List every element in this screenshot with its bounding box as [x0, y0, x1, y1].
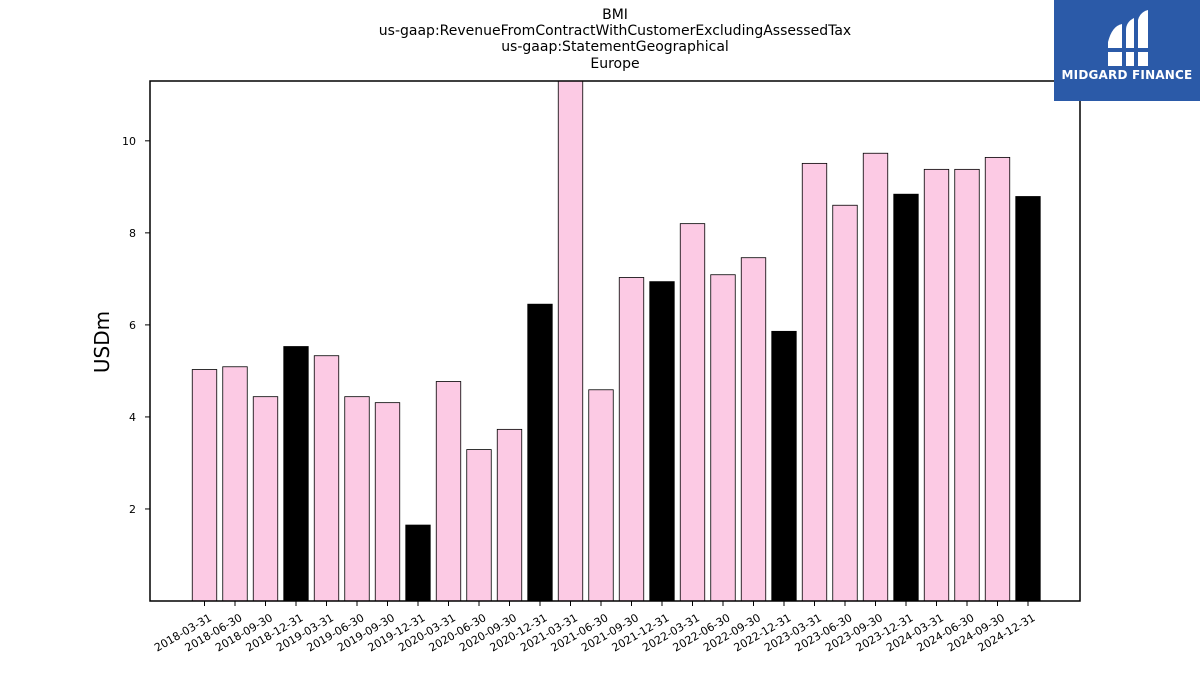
bar-2022-09-30	[741, 258, 766, 601]
bar-2022-12-31	[772, 331, 797, 601]
y-tick-label: 10	[122, 135, 136, 148]
bar-2019-06-30	[345, 397, 370, 601]
bar-group	[192, 81, 1040, 601]
bar-2020-09-30	[497, 429, 522, 601]
bar-2021-12-31	[650, 282, 675, 601]
bar-2020-03-31	[436, 381, 461, 601]
bar-2018-09-30	[253, 397, 278, 601]
y-tick-label: 8	[129, 227, 136, 240]
bar-2019-12-31	[406, 525, 431, 601]
y-tick-label: 4	[129, 411, 136, 424]
bar-2021-03-31	[558, 81, 583, 601]
bar-2023-03-31	[802, 163, 827, 601]
midgard-finance-logo: MIDGARD FINANCE	[1054, 0, 1200, 101]
bar-2024-09-30	[985, 157, 1010, 601]
y-tick-label: 6	[129, 319, 136, 332]
logo-mark-icon	[1054, 0, 1200, 70]
bar-2019-09-30	[375, 403, 400, 601]
bar-2024-06-30	[955, 169, 980, 601]
bar-2024-03-31	[924, 169, 949, 601]
x-axis-ticks: 2018-03-312018-06-302018-09-302018-12-31…	[152, 601, 1037, 654]
bar-2018-12-31	[284, 347, 309, 601]
bar-2023-12-31	[894, 194, 919, 601]
bar-2019-03-31	[314, 356, 339, 601]
bar-2023-06-30	[833, 205, 858, 601]
bar-2020-12-31	[528, 304, 553, 601]
bar-2020-06-30	[467, 450, 492, 601]
bar-2021-09-30	[619, 277, 644, 601]
bar-2023-09-30	[863, 153, 888, 601]
y-tick-label: 2	[129, 503, 136, 516]
y-axis-ticks: 2 4 6 8 10	[122, 135, 150, 516]
bar-2022-03-31	[680, 224, 705, 601]
bar-2022-06-30	[711, 275, 736, 601]
bar-2018-03-31	[192, 370, 217, 601]
bar-2018-06-30	[223, 367, 248, 601]
logo-text: MIDGARD FINANCE	[1054, 68, 1200, 82]
bar-2021-06-30	[589, 390, 614, 601]
bar-2024-12-31	[1016, 197, 1041, 601]
